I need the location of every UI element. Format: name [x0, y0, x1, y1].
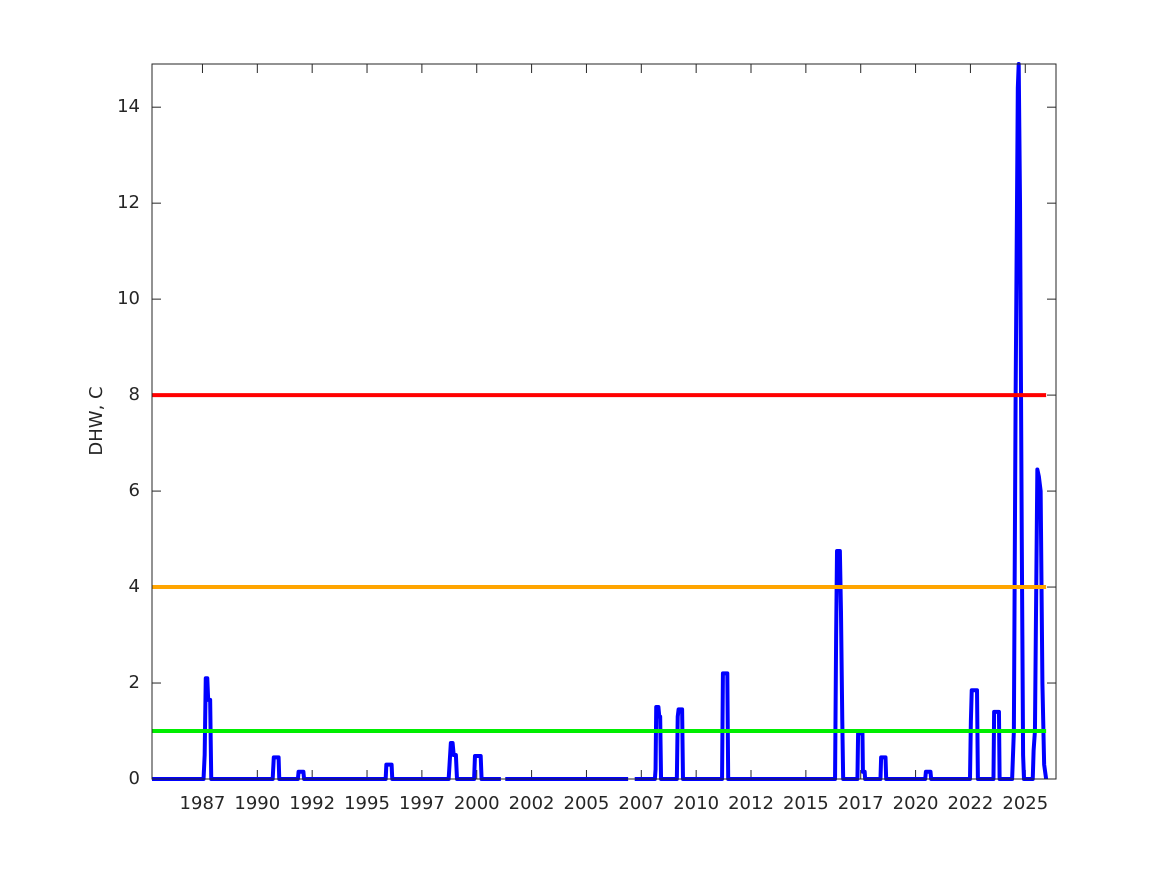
- y-axis-label: DHW, C: [86, 386, 107, 455]
- x-tick-label: 2007: [618, 793, 664, 814]
- x-tick-label: 2005: [564, 793, 610, 814]
- x-tick-label: 2020: [893, 793, 939, 814]
- x-tick-label: 2000: [454, 793, 500, 814]
- x-tick-label: 2002: [509, 793, 555, 814]
- y-tick-label: 8: [129, 384, 140, 405]
- y-tick-label: 4: [129, 576, 140, 597]
- x-tick-label: 2025: [1002, 793, 1048, 814]
- x-tick-label: 1990: [234, 793, 280, 814]
- x-tick-label: 1995: [344, 793, 390, 814]
- y-tick-label: 12: [117, 192, 140, 213]
- axes-box: [151, 63, 1057, 780]
- x-tick-label: 1992: [289, 793, 335, 814]
- x-tick-label: 1987: [180, 793, 226, 814]
- y-tick-label: 0: [129, 768, 140, 789]
- y-tick-label: 2: [129, 672, 140, 693]
- x-tick-label: 2010: [673, 793, 719, 814]
- x-tick-label: 2012: [728, 793, 774, 814]
- x-tick-label: 2017: [838, 793, 884, 814]
- y-tick-label: 14: [117, 96, 140, 117]
- x-tick-label: 1997: [399, 793, 445, 814]
- x-tick-label: 2022: [948, 793, 994, 814]
- x-tick-label: 2015: [783, 793, 829, 814]
- y-tick-label: 10: [117, 288, 140, 309]
- y-tick-label: 6: [129, 480, 140, 501]
